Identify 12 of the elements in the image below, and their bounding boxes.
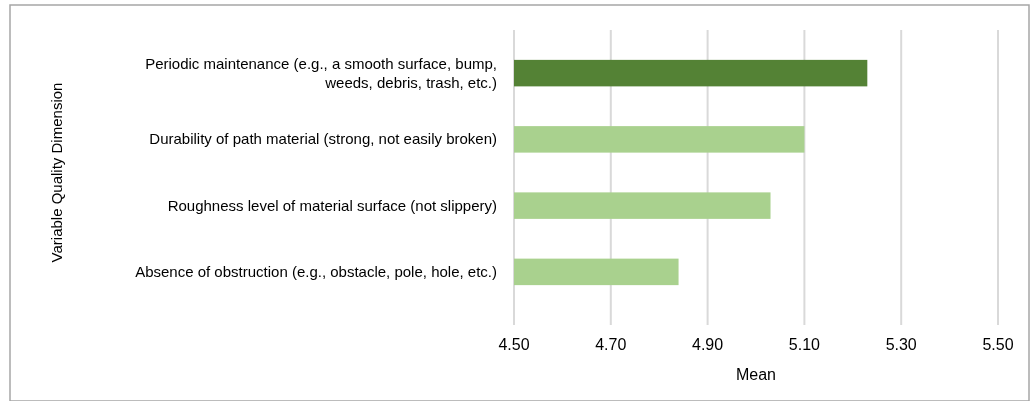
x-tick-label: 4.70: [595, 336, 627, 353]
x-tick-label: 4.50: [498, 336, 530, 353]
x-tick-label: 5.30: [885, 336, 917, 353]
x-axis-title: Mean: [735, 366, 777, 383]
y-tick-label: Absence of obstruction (e.g., obstacle, pole, hole, etc.): [135, 262, 497, 280]
y-tick-label: Periodic maintenance (e.g., a smooth surface, bump, weeds, debris, trash, etc.): [145, 54, 497, 91]
y-tick-label: Durability of path material (strong, not easily broken): [149, 130, 497, 148]
x-tick-label: 5.10: [788, 336, 821, 353]
x-tick-label: 4.90: [692, 336, 724, 353]
y-tick-label: Roughness level of material surface (not slippery): [167, 196, 497, 214]
y-axis-title: Variable Quality Dimension: [48, 82, 65, 263]
x-tick-label: 5.50: [982, 336, 1014, 353]
